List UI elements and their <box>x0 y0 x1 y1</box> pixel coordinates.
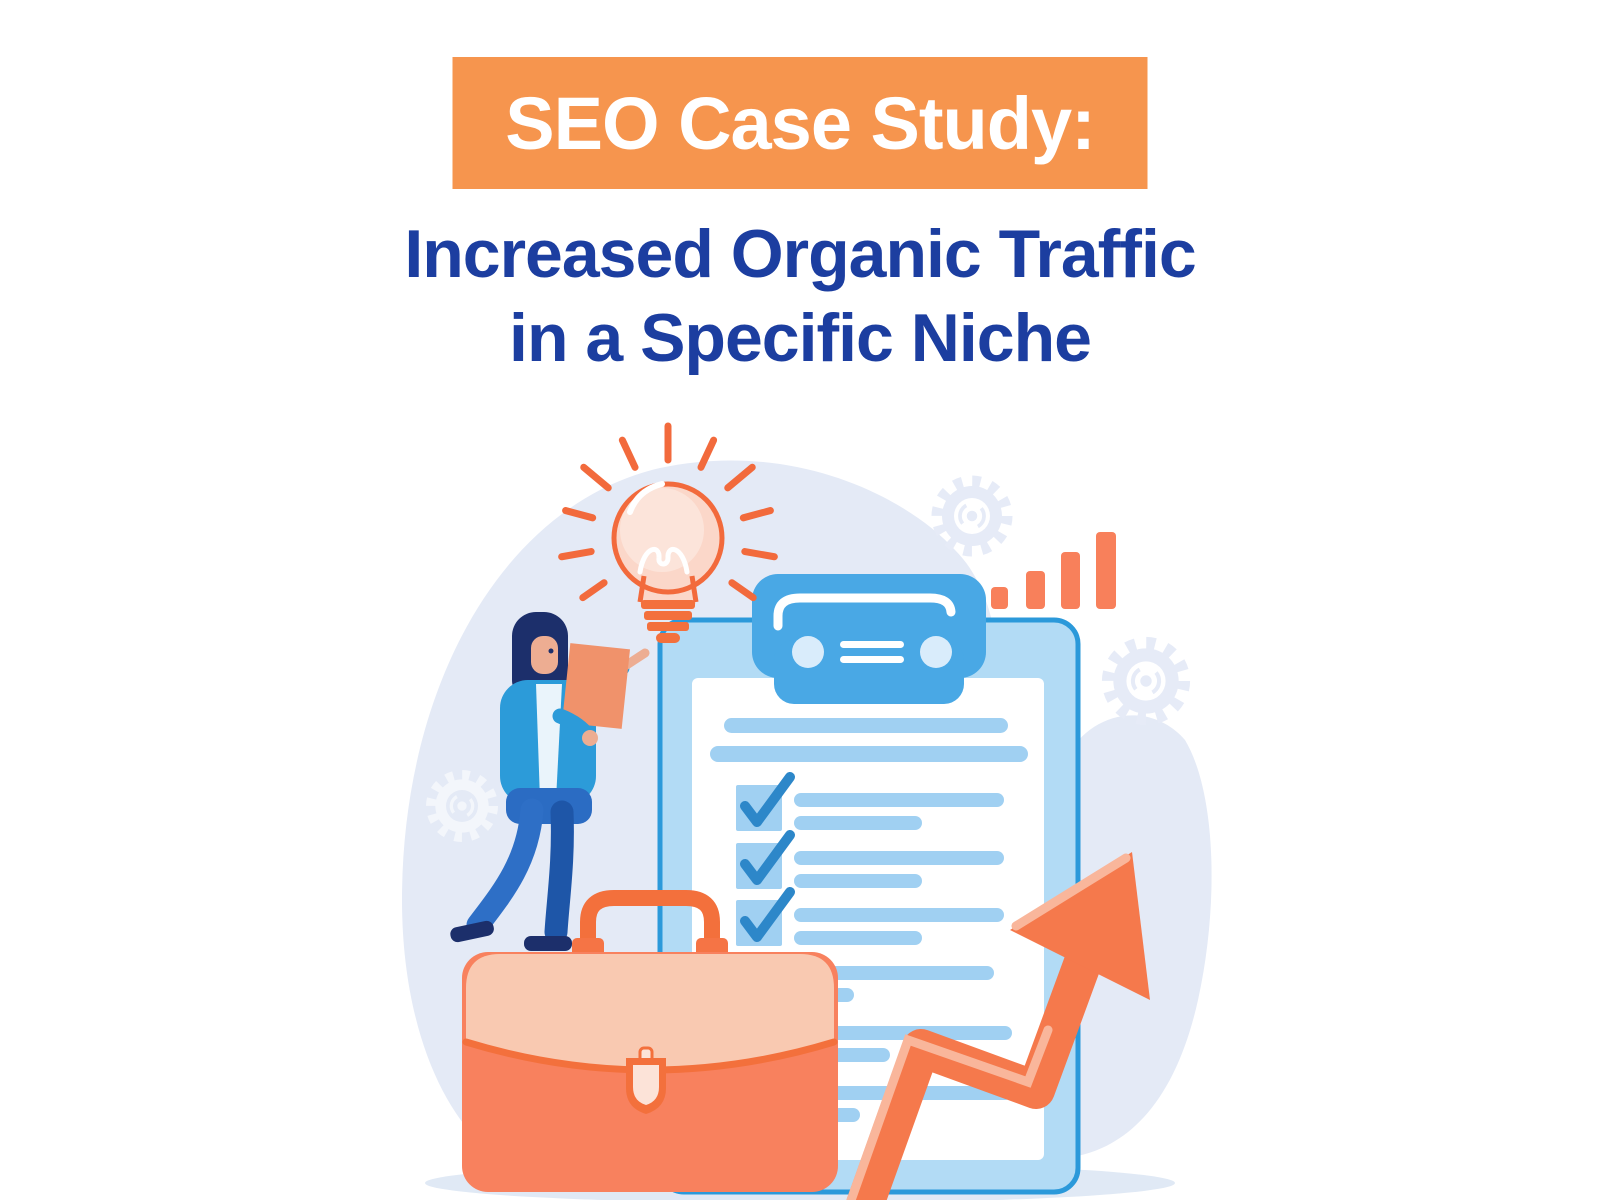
paper-header-lines <box>710 718 1028 762</box>
briefcase-handle <box>580 890 720 954</box>
face <box>531 636 558 674</box>
lightbulb-icon <box>558 422 778 643</box>
bulb-base <box>641 600 695 643</box>
title-banner: SEO Case Study: <box>452 57 1148 189</box>
briefcase-icon <box>462 890 838 1192</box>
heading-line-1: Increased Organic Traffic <box>404 216 1196 292</box>
main-heading: Increased Organic Traffic in a Specific … <box>0 212 1600 381</box>
front-leg <box>466 798 544 937</box>
shoe-left <box>450 920 494 943</box>
businesswoman-with-document <box>450 612 650 951</box>
held-document <box>561 643 631 729</box>
banner-text: SEO Case Study: <box>505 81 1096 165</box>
clipboard-clip <box>752 574 986 704</box>
idea-rays <box>558 422 778 602</box>
checklist-row <box>736 772 1004 831</box>
growth-arrow-icon <box>846 852 1150 1200</box>
checklist-row <box>736 887 1004 946</box>
gear-icon-top <box>938 482 1007 551</box>
gear-icon-right <box>1108 643 1183 718</box>
checklist-row <box>736 830 1004 889</box>
briefcase-flap <box>466 954 834 1070</box>
heading-line-2: in a Specific Niche <box>509 300 1092 377</box>
hips <box>506 788 592 824</box>
holding-hand <box>582 730 598 746</box>
checklist-rows <box>736 772 1004 946</box>
back-leg <box>544 800 574 944</box>
shoe-right <box>524 936 572 951</box>
bar-chart-icon <box>991 532 1116 609</box>
